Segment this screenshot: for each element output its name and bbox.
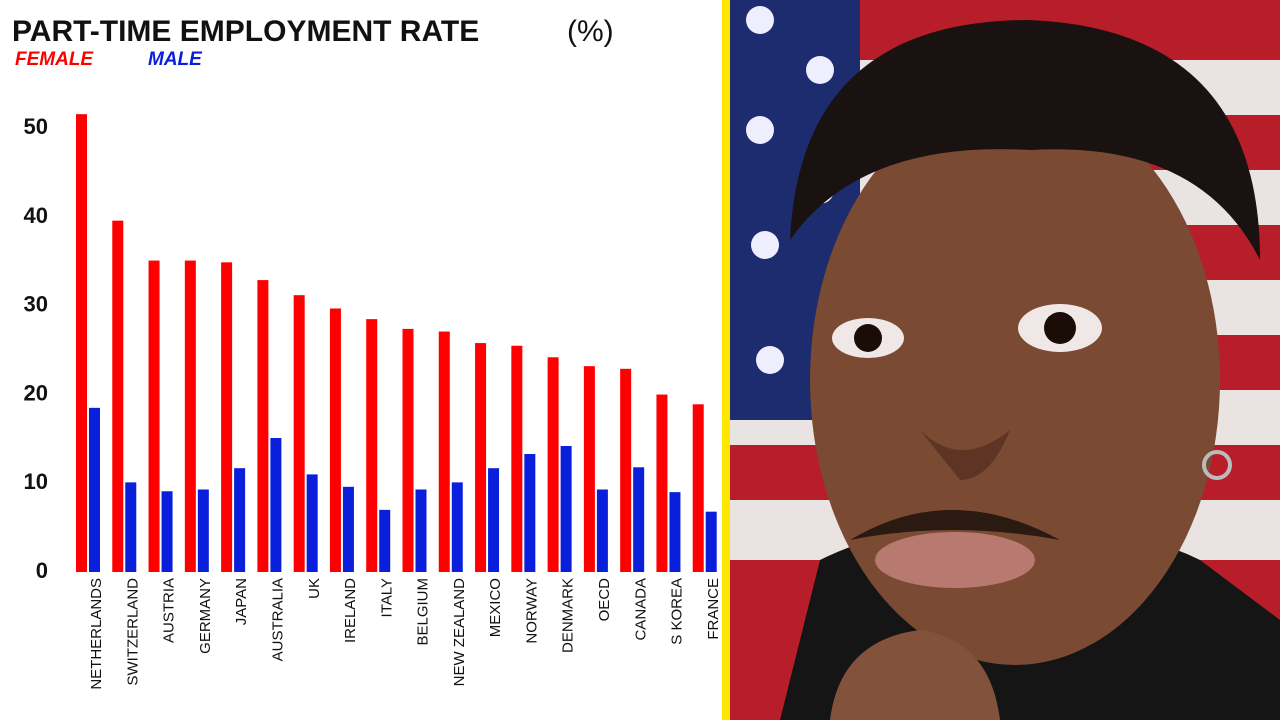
bar bbox=[342, 486, 354, 572]
x-tick-label: MEXICO bbox=[487, 578, 504, 637]
legend-label: FEMALE bbox=[15, 49, 94, 70]
bar bbox=[451, 482, 463, 572]
x-tick-label: DENMARK bbox=[560, 578, 577, 653]
bar bbox=[415, 489, 427, 572]
bar bbox=[89, 407, 100, 572]
bar bbox=[161, 491, 173, 572]
x-tick-label: S KOREA bbox=[669, 578, 686, 645]
bar bbox=[583, 366, 595, 572]
x-tick-label: AUSTRIA bbox=[161, 578, 178, 643]
bar bbox=[366, 319, 378, 572]
moustache bbox=[850, 510, 1060, 540]
x-tick-label: UK bbox=[306, 578, 323, 599]
bar bbox=[197, 489, 209, 572]
bar bbox=[402, 328, 414, 572]
hand bbox=[830, 630, 1000, 720]
bar bbox=[270, 438, 282, 572]
y-tick-label: 50 bbox=[24, 114, 48, 139]
x-tick-label: BELGIUM bbox=[415, 578, 432, 646]
earring bbox=[1202, 450, 1232, 480]
x-tick-label: FRANCE bbox=[705, 578, 722, 640]
bar bbox=[560, 446, 572, 572]
bar bbox=[488, 468, 500, 572]
bar bbox=[125, 482, 137, 572]
nose bbox=[920, 430, 1010, 480]
x-tick-label: NORWAY bbox=[523, 578, 540, 644]
y-tick-label: 30 bbox=[24, 292, 48, 317]
unit-label: (%) bbox=[567, 15, 614, 48]
x-tick-label: NEW ZEALAND bbox=[451, 578, 468, 687]
bar bbox=[633, 467, 645, 572]
pupil bbox=[854, 324, 882, 352]
chart-title: PART-TIME EMPLOYMENT RATE bbox=[12, 15, 479, 48]
bar bbox=[293, 295, 305, 572]
bar bbox=[692, 404, 704, 572]
y-tick-label: 40 bbox=[24, 203, 48, 228]
hair bbox=[790, 20, 1260, 260]
x-tick-label: CANADA bbox=[632, 578, 649, 641]
bar bbox=[329, 308, 341, 572]
divider bbox=[722, 0, 730, 720]
y-tick-label: 10 bbox=[24, 469, 48, 494]
pupil bbox=[1044, 312, 1076, 344]
bar bbox=[148, 260, 160, 572]
bar bbox=[234, 468, 246, 572]
bar bbox=[221, 262, 233, 572]
x-tick-label: GERMANY bbox=[197, 578, 214, 654]
bar bbox=[184, 260, 196, 572]
bar bbox=[669, 492, 681, 572]
y-tick-label: 20 bbox=[24, 380, 48, 405]
face bbox=[810, 95, 1220, 665]
x-tick-label: SWITZERLAND bbox=[124, 578, 141, 686]
bar bbox=[379, 509, 391, 572]
bar bbox=[306, 474, 318, 572]
bar bbox=[547, 357, 559, 572]
x-tick-label: ITALY bbox=[378, 578, 395, 617]
legend-label: MALE bbox=[148, 49, 203, 70]
x-tick-label: IRELAND bbox=[342, 578, 359, 643]
plot: 0 10 20 30 40 50 NETHERLANDS SWITZERLAND AUSTRIA… bbox=[24, 114, 722, 690]
x-tick-label: AUSTRALIA bbox=[269, 578, 286, 661]
x-tick-label: JAPAN bbox=[233, 578, 250, 625]
bar bbox=[524, 453, 536, 572]
bar bbox=[257, 280, 269, 572]
x-tick-label: OECD bbox=[596, 578, 613, 622]
bar bbox=[438, 331, 450, 572]
y-tick-label: 0 bbox=[36, 558, 48, 583]
bar bbox=[620, 368, 632, 572]
bar bbox=[596, 489, 608, 572]
bar bbox=[705, 511, 717, 572]
bar bbox=[76, 114, 87, 573]
bar bbox=[475, 343, 487, 572]
photo bbox=[730, 0, 1280, 720]
lips bbox=[875, 532, 1035, 588]
bar bbox=[112, 220, 124, 572]
legend: FEMALE MALE bbox=[15, 49, 203, 70]
bar bbox=[656, 394, 668, 572]
bar bbox=[511, 345, 523, 572]
chart-background bbox=[0, 0, 722, 720]
x-tick-label: NETHERLANDS bbox=[88, 578, 105, 690]
